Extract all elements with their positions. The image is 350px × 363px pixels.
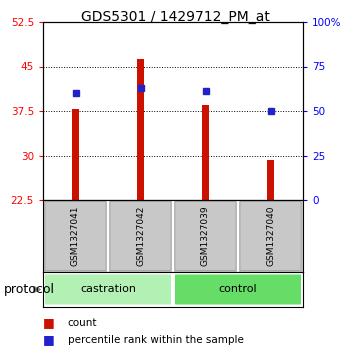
Text: GSM1327040: GSM1327040 [266, 206, 275, 266]
Text: count: count [68, 318, 97, 328]
Text: ■: ■ [43, 317, 55, 330]
Text: GSM1327042: GSM1327042 [136, 206, 145, 266]
Bar [267, 160, 274, 200]
FancyBboxPatch shape [110, 201, 171, 270]
Bar [72, 109, 79, 200]
Text: GSM1327039: GSM1327039 [201, 206, 210, 266]
FancyBboxPatch shape [174, 274, 302, 305]
FancyBboxPatch shape [45, 201, 106, 270]
FancyBboxPatch shape [175, 201, 236, 270]
Text: castration: castration [80, 285, 136, 294]
Text: ■: ■ [43, 334, 55, 347]
FancyBboxPatch shape [44, 274, 172, 305]
Text: control: control [219, 285, 257, 294]
Text: GSM1327041: GSM1327041 [71, 206, 80, 266]
Bar [202, 105, 209, 200]
FancyBboxPatch shape [240, 201, 301, 270]
Text: protocol: protocol [4, 283, 55, 296]
Bar [136, 59, 145, 200]
Text: percentile rank within the sample: percentile rank within the sample [68, 335, 243, 345]
Text: GDS5301 / 1429712_PM_at: GDS5301 / 1429712_PM_at [80, 10, 270, 24]
